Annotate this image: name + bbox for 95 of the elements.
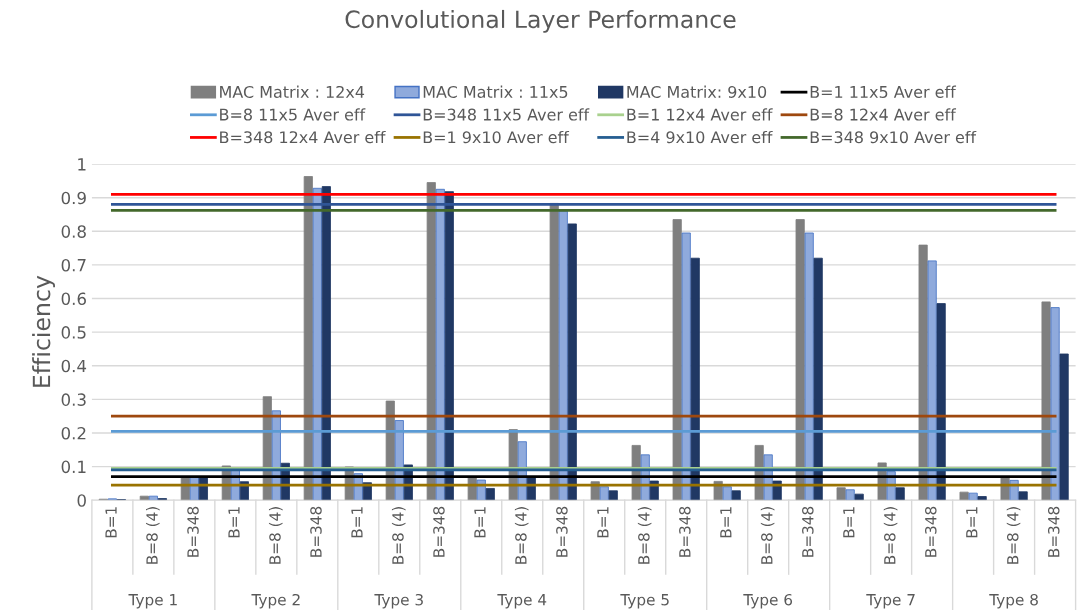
y-tick-label: 0.8 — [61, 225, 86, 238]
bar — [599, 486, 609, 501]
bar — [836, 487, 846, 501]
legend-label: B=1 9x10 Aver eff — [423, 130, 570, 144]
x-tick-label: B=1 — [597, 507, 609, 538]
x-tick-label: B=1 — [843, 507, 855, 538]
bar — [845, 489, 855, 501]
text: Type 1 — [128, 594, 177, 609]
bar — [1009, 479, 1019, 501]
bar — [968, 492, 978, 501]
bar — [959, 491, 969, 501]
legend-label: MAC Matrix: 9x10 — [627, 85, 767, 98]
y-tick-label: 1 — [78, 158, 86, 171]
bar — [1041, 301, 1051, 501]
bar — [895, 487, 905, 501]
bar — [722, 486, 732, 501]
x-tick-label: B=8 (4) — [1006, 507, 1021, 564]
text: Type 2 — [251, 593, 300, 609]
legend-label: B=8 11x5 Aver eff — [220, 108, 366, 121]
x-tick-label: B=1 — [105, 507, 117, 538]
y-tick-label: 0.9 — [61, 191, 86, 205]
bar — [977, 496, 987, 501]
bar — [139, 495, 149, 501]
bar — [558, 210, 568, 501]
chart-title: Convolutional Layer Performance — [345, 9, 736, 33]
y-tick-label: 0.7 — [61, 258, 86, 272]
bar — [731, 490, 741, 501]
x-tick-label: B=8 (4) — [514, 507, 529, 564]
legend-label: B=4 9x10 Aver eff — [627, 130, 773, 144]
x-tick-label: B=348 — [802, 506, 814, 557]
bar — [608, 490, 618, 501]
x-tick-label: B=8 (4) — [760, 507, 775, 564]
x-tick-label: B=348 — [187, 506, 199, 557]
x-tick-label: B=8 (4) — [391, 507, 406, 564]
legend-label: B=348 11x5 Aver eff — [423, 108, 590, 121]
x-tick-label: B=1 — [720, 507, 732, 538]
y-tick-label: 0.4 — [61, 359, 87, 373]
legend-label: B=8 12x4 Aver eff — [810, 108, 957, 121]
bar — [1050, 307, 1060, 501]
bar — [567, 223, 577, 501]
x-tick-label: B=1 — [351, 507, 363, 538]
legend-label: MAC Matrix : 12x4 — [220, 85, 365, 98]
y-tick-label: 0.5 — [61, 326, 86, 339]
bar — [927, 260, 937, 501]
x-tick-label: B=8 (4) — [637, 507, 652, 564]
bar — [444, 191, 454, 501]
bar — [795, 219, 805, 501]
bar — [148, 495, 158, 501]
bar — [813, 257, 823, 501]
text: Type 6 — [743, 593, 793, 609]
x-tick-label: B=1 — [228, 507, 240, 538]
text: Type 8 — [989, 593, 1038, 609]
bar — [936, 303, 946, 501]
bar — [476, 479, 486, 501]
bar — [649, 480, 659, 501]
y-tick-label: 0 — [77, 494, 86, 507]
bar — [321, 186, 331, 501]
x-tick-label: B=348 — [556, 506, 568, 557]
x-tick-label: B=348 — [679, 506, 691, 557]
x-tick-label: B=348 — [433, 506, 445, 557]
text: Type 7 — [866, 594, 915, 609]
x-tick-label: B=8 (4) — [145, 507, 160, 564]
bar — [435, 188, 445, 501]
bar — [303, 176, 313, 501]
y-tick-label: 0.1 — [61, 460, 86, 474]
text: Type 3 — [374, 593, 423, 609]
y-tick-label: 0.6 — [61, 292, 86, 306]
bar — [672, 219, 682, 501]
x-tick-label: B=348 — [925, 506, 937, 557]
bar — [772, 480, 782, 501]
x-tick-label: B=348 — [310, 506, 322, 557]
y-tick-label: 0.3 — [61, 393, 86, 406]
x-tick-label: B=1 — [966, 507, 978, 538]
x-tick-label: B=348 — [1047, 506, 1060, 557]
bar — [918, 244, 928, 501]
legend-label: B=348 9x10 Aver eff — [810, 130, 977, 144]
legend-label: B=348 12x4 Aver eff — [220, 130, 386, 144]
x-tick-label: B=8 (4) — [268, 507, 283, 564]
legend-label: B=1 12x4 Aver eff — [627, 108, 773, 121]
bar — [681, 232, 691, 501]
bar — [804, 232, 814, 501]
legend-label: MAC Matrix : 11x5 — [423, 85, 568, 98]
x-tick-label: B=1 — [474, 507, 486, 538]
x-tick-label: B=8 (4) — [883, 507, 898, 564]
bar — [1018, 491, 1028, 501]
bar — [312, 187, 322, 501]
y-tick-label: 0.2 — [61, 426, 86, 440]
bar — [690, 257, 700, 501]
y-axis-title: Efficiency — [32, 275, 55, 387]
text: Type 5 — [620, 594, 669, 609]
bar — [485, 488, 495, 501]
bar — [1059, 353, 1069, 501]
text: Type 4 — [497, 594, 547, 609]
legend-label: B=1 11x5 Aver eff — [810, 85, 957, 98]
bar — [854, 493, 864, 501]
